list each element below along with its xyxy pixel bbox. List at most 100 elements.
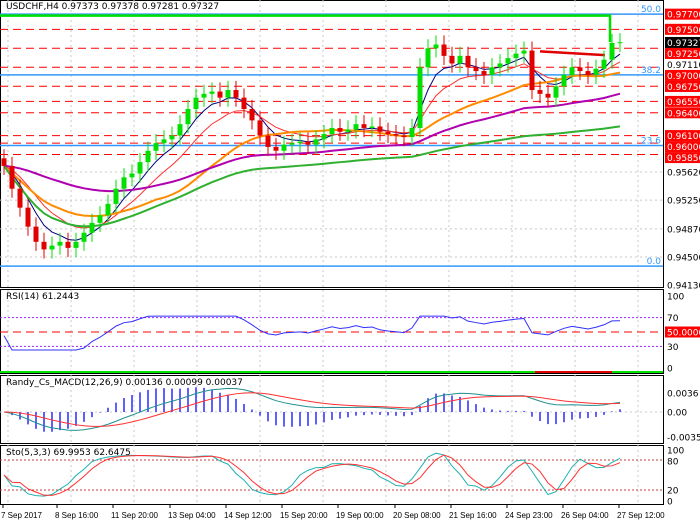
candle <box>449 55 455 64</box>
symbol-title: USDCHF,H4 0.97373 0.97378 0.97281 0.9732… <box>6 2 220 12</box>
candle <box>1 158 7 166</box>
candle <box>537 90 543 94</box>
candle <box>41 241 47 250</box>
candle <box>81 232 87 242</box>
candle <box>289 143 295 145</box>
candle <box>497 63 503 68</box>
trend-line-green <box>0 14 612 43</box>
sto-label: Sto(5,3,3) 69.9953 62.6475 <box>6 448 131 458</box>
candle <box>473 67 479 72</box>
sto-main-line <box>3 452 621 497</box>
candle <box>601 59 607 69</box>
candle <box>185 109 191 125</box>
candle <box>617 42 623 44</box>
candle <box>145 150 151 163</box>
time-axis-label: 24 Sep 23:00 <box>505 511 553 520</box>
fib-label: 23.6 <box>641 136 661 146</box>
fib-label: 0.0 <box>647 257 662 267</box>
price-tick-label: 0.97327 <box>667 39 700 49</box>
moving-average-4 <box>3 125 621 228</box>
moving-average-3 <box>3 92 621 193</box>
price-label-bg <box>665 23 700 35</box>
candle <box>73 241 79 248</box>
time-axis-label: 19 Sep 00:00 <box>336 511 384 520</box>
panel-frame-2 <box>0 375 664 444</box>
candle <box>577 67 583 72</box>
candle <box>441 44 447 56</box>
candle <box>201 93 207 98</box>
candle <box>417 67 423 128</box>
price-label-bg <box>665 95 700 107</box>
time-axis-label: 21 Sep 16:00 <box>449 511 497 520</box>
sto-signal-line <box>3 454 621 496</box>
candle <box>25 207 31 227</box>
price-tick-label: 0.94130 <box>667 282 700 292</box>
macd-signal-line <box>3 392 621 427</box>
time-axis-label: 27 Sep 12:00 <box>617 511 665 520</box>
time-axis-label: 26 Sep 04:00 <box>561 511 609 520</box>
panel-frame-3 <box>0 445 664 505</box>
candle <box>265 135 271 147</box>
candle <box>281 144 287 151</box>
candle <box>153 143 159 151</box>
candle <box>521 50 527 54</box>
candle <box>89 222 95 233</box>
candle <box>593 68 599 75</box>
candle <box>17 188 23 208</box>
candle <box>385 131 391 135</box>
candle <box>49 245 55 250</box>
candle <box>545 93 551 98</box>
candle <box>233 90 239 98</box>
price-label-bg <box>665 152 700 164</box>
candle <box>361 124 367 128</box>
candle <box>257 120 263 136</box>
rsi-tick-label: 100 <box>667 293 684 303</box>
rsi-tick-bg <box>665 326 700 338</box>
rsi-tick-label: 70 <box>667 314 679 324</box>
candle <box>249 109 255 121</box>
macd-tick-label: 0.0036 <box>667 390 699 400</box>
candle <box>529 50 535 91</box>
candle <box>393 134 399 136</box>
candle <box>409 127 415 138</box>
candle <box>569 67 575 75</box>
candle <box>457 55 463 64</box>
candle <box>377 126 383 132</box>
price-label-bg <box>665 130 700 142</box>
time-axis-label: 7 Sep 2017 <box>1 511 42 520</box>
moving-average-1 <box>3 61 621 229</box>
candle <box>401 135 407 138</box>
candle <box>105 203 111 216</box>
price-label-bg <box>665 8 700 20</box>
candle <box>121 177 127 189</box>
candle <box>489 67 495 75</box>
candle <box>241 97 247 110</box>
price-label-bg <box>665 107 700 119</box>
candle <box>273 146 279 151</box>
candle <box>425 48 431 68</box>
rsi-tick-label: 30 <box>667 343 679 353</box>
candle <box>609 42 615 60</box>
time-axis-label: 11 Sep 20:00 <box>111 511 159 520</box>
sto-tick-label: 0 <box>667 498 673 508</box>
candle <box>65 241 71 248</box>
candle <box>177 124 183 136</box>
macd-label: Randy_Cs_MACD(12,26,9) 0.00136 0.00099 0… <box>6 378 243 388</box>
candle <box>209 91 215 94</box>
rsi-tick-label: 0 <box>667 365 673 375</box>
candle <box>561 74 567 87</box>
candle <box>297 141 303 144</box>
sto-tick-label: 100 <box>667 447 684 457</box>
candle <box>169 135 175 140</box>
candle <box>313 139 319 145</box>
